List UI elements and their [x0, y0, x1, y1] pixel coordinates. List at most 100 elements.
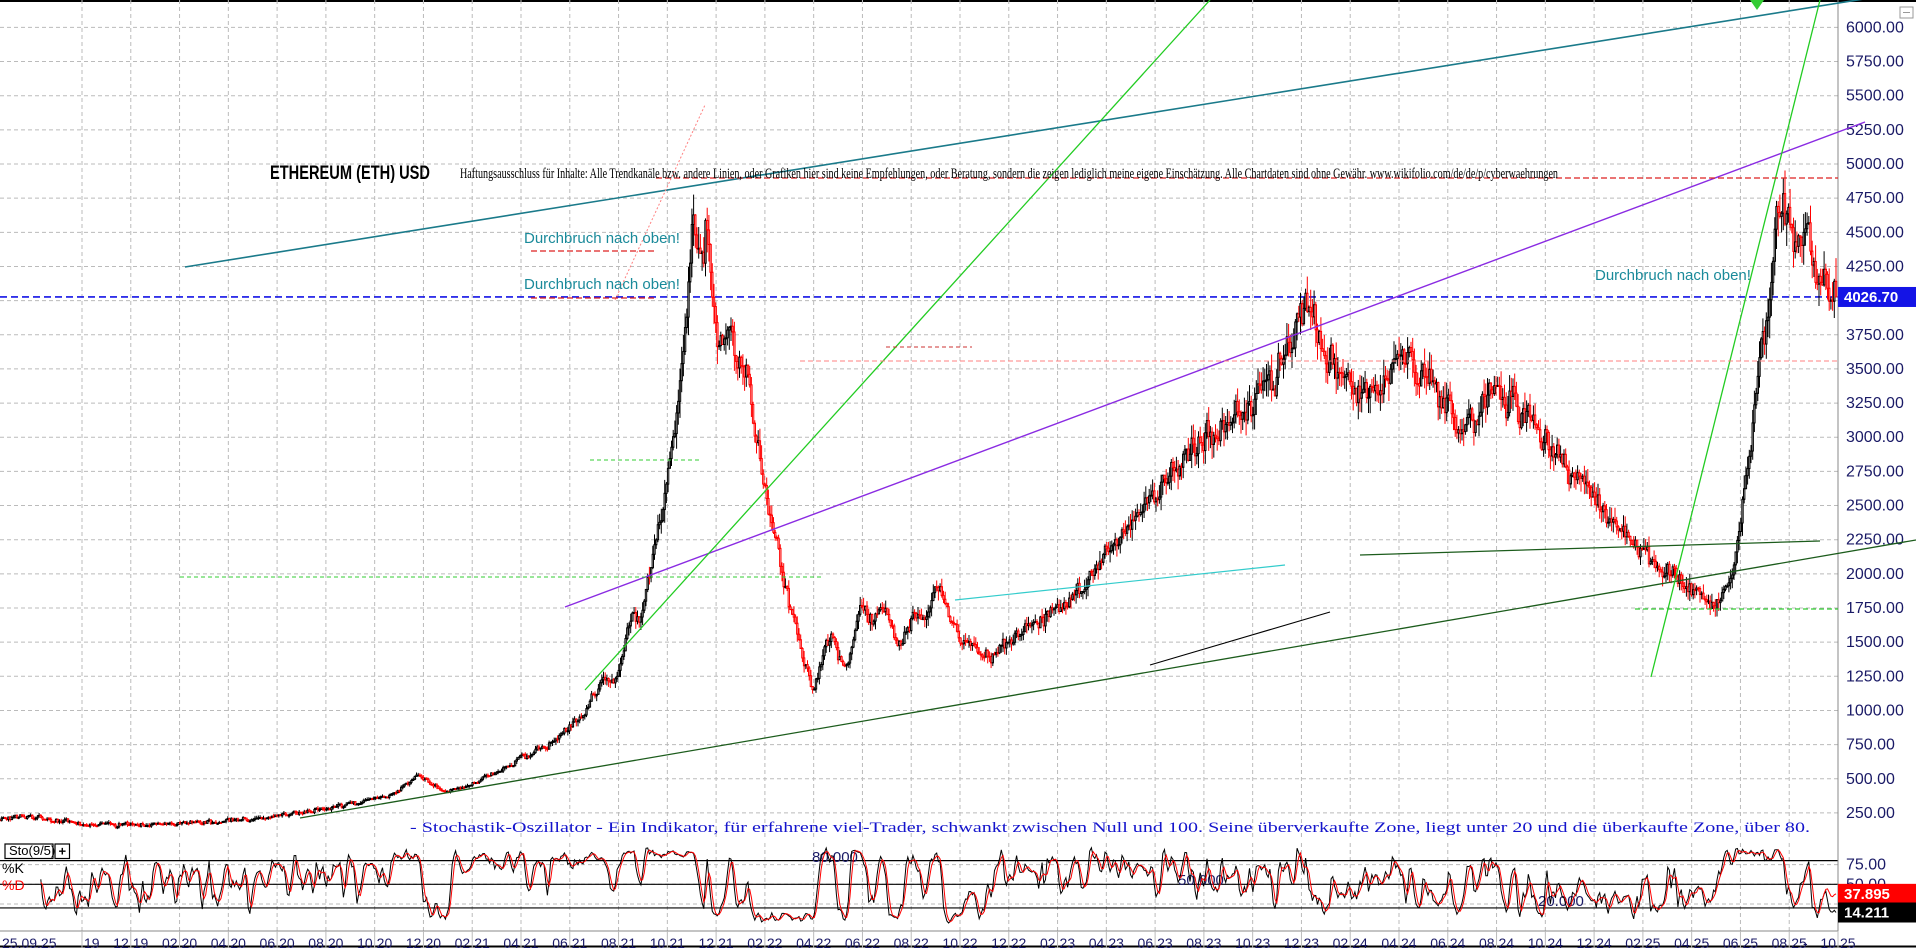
svg-text:10: 10 — [1820, 935, 1836, 948]
svg-text:23: 23 — [1303, 935, 1319, 948]
svg-text:25.09.25: 25.09.25 — [2, 935, 57, 948]
svg-text:1500.00: 1500.00 — [1846, 634, 1904, 651]
svg-text:Durchbruch nach oben!: Durchbruch nach oben! — [1595, 267, 1751, 284]
svg-text:04: 04 — [211, 935, 227, 948]
svg-text:12: 12 — [113, 935, 129, 948]
svg-text:02: 02 — [1333, 935, 1349, 948]
svg-text:14.211: 14.211 — [1844, 905, 1889, 922]
svg-text:02: 02 — [1625, 935, 1641, 948]
svg-text:10: 10 — [650, 935, 666, 948]
svg-text:24: 24 — [1450, 935, 1466, 948]
svg-text:20: 20 — [182, 935, 198, 948]
svg-text:Durchbruch nach oben!: Durchbruch nach oben! — [524, 276, 680, 293]
svg-text:25: 25 — [1791, 935, 1807, 948]
svg-text:25: 25 — [1645, 935, 1661, 948]
svg-text:02: 02 — [747, 935, 763, 948]
svg-text:ETHEREUM (ETH) USD: ETHEREUM (ETH) USD — [270, 163, 430, 184]
svg-text:21: 21 — [523, 935, 539, 948]
svg-text:250.00: 250.00 — [1846, 805, 1895, 822]
svg-text:04: 04 — [1089, 935, 1105, 948]
svg-text:1000.00: 1000.00 — [1846, 702, 1904, 719]
svg-text:500.00: 500.00 — [1846, 771, 1895, 788]
svg-text:2750.00: 2750.00 — [1846, 463, 1904, 480]
svg-text:%D: %D — [2, 877, 25, 893]
svg-text:2000.00: 2000.00 — [1846, 566, 1904, 583]
svg-text:750.00: 750.00 — [1846, 737, 1895, 754]
svg-text:6000.00: 6000.00 — [1846, 19, 1904, 36]
svg-text:24: 24 — [1596, 935, 1612, 948]
svg-text:21: 21 — [669, 935, 685, 948]
svg-text:22: 22 — [1011, 935, 1027, 948]
svg-text:10: 10 — [1235, 935, 1251, 948]
svg-text:- Stochastik-Oszillator - Ein: - Stochastik-Oszillator - Ein Indikator,… — [410, 820, 1810, 836]
svg-text:5500.00: 5500.00 — [1846, 88, 1904, 105]
svg-text:24: 24 — [1499, 935, 1515, 948]
svg-text:37.895: 37.895 — [1844, 886, 1890, 903]
svg-text:22: 22 — [864, 935, 880, 948]
svg-text:06: 06 — [1138, 935, 1154, 948]
svg-text:25: 25 — [1742, 935, 1758, 948]
svg-text:21: 21 — [621, 935, 637, 948]
svg-text:20: 20 — [425, 935, 441, 948]
svg-text:20: 20 — [377, 935, 393, 948]
svg-text:25: 25 — [1840, 935, 1856, 948]
svg-text:22: 22 — [767, 935, 783, 948]
svg-text:10: 10 — [357, 935, 373, 948]
svg-text:23: 23 — [1157, 935, 1173, 948]
svg-text:08: 08 — [1186, 935, 1202, 948]
svg-text:06: 06 — [552, 935, 568, 948]
svg-text:25: 25 — [1694, 935, 1710, 948]
svg-text:12: 12 — [1284, 935, 1300, 948]
svg-text:5000.00: 5000.00 — [1846, 156, 1904, 173]
svg-text:08: 08 — [1772, 935, 1788, 948]
svg-text:21: 21 — [572, 935, 588, 948]
svg-text:12: 12 — [699, 935, 715, 948]
svg-text:08: 08 — [601, 935, 617, 948]
svg-text:06: 06 — [1723, 935, 1739, 948]
svg-text:10: 10 — [942, 935, 958, 948]
svg-text:2500.00: 2500.00 — [1846, 498, 1904, 515]
svg-text:04: 04 — [1381, 935, 1397, 948]
svg-text:+: + — [59, 844, 67, 859]
svg-text:23: 23 — [1108, 935, 1124, 948]
svg-text:4026.70: 4026.70 — [1844, 289, 1898, 306]
svg-text:24: 24 — [1547, 935, 1563, 948]
svg-text:23: 23 — [1206, 935, 1222, 948]
svg-text:08: 08 — [1479, 935, 1495, 948]
svg-text:23: 23 — [1255, 935, 1271, 948]
svg-text:75.00: 75.00 — [1846, 857, 1886, 874]
svg-text:5750.00: 5750.00 — [1846, 54, 1904, 71]
svg-text:Sto(9/5): Sto(9/5) — [9, 843, 55, 858]
svg-text:3750.00: 3750.00 — [1846, 327, 1904, 344]
svg-text:19: 19 — [133, 935, 149, 948]
svg-text:24: 24 — [1352, 935, 1368, 948]
svg-text:5250.00: 5250.00 — [1846, 122, 1904, 139]
svg-text:20: 20 — [230, 935, 246, 948]
svg-text:2250.00: 2250.00 — [1846, 532, 1904, 549]
svg-text:19: 19 — [84, 935, 100, 948]
svg-text:04: 04 — [503, 935, 519, 948]
svg-text:22: 22 — [913, 935, 929, 948]
svg-text:12: 12 — [406, 935, 422, 948]
svg-text:04: 04 — [1674, 935, 1690, 948]
svg-text:04: 04 — [796, 935, 812, 948]
svg-text:02: 02 — [1040, 935, 1056, 948]
svg-text:%K: %K — [2, 860, 24, 876]
svg-text:23: 23 — [1060, 935, 1076, 948]
svg-text:06: 06 — [845, 935, 861, 948]
svg-text:02: 02 — [455, 935, 471, 948]
svg-text:06: 06 — [1430, 935, 1446, 948]
svg-text:22: 22 — [816, 935, 832, 948]
svg-text:4500.00: 4500.00 — [1846, 224, 1904, 241]
svg-text:21: 21 — [718, 935, 734, 948]
svg-text:4250.00: 4250.00 — [1846, 258, 1904, 275]
svg-text:1750.00: 1750.00 — [1846, 600, 1904, 617]
svg-text:12: 12 — [991, 935, 1007, 948]
svg-text:22: 22 — [962, 935, 978, 948]
svg-text:3500.00: 3500.00 — [1846, 361, 1904, 378]
svg-text:06: 06 — [260, 935, 276, 948]
svg-text:12: 12 — [1577, 935, 1593, 948]
svg-text:Haftungsausschluss für Inhalte: Haftungsausschluss für Inhalte: Alle Tre… — [460, 166, 1558, 182]
svg-text:Durchbruch nach oben!: Durchbruch nach oben! — [524, 230, 680, 247]
svg-text:20: 20 — [328, 935, 344, 948]
